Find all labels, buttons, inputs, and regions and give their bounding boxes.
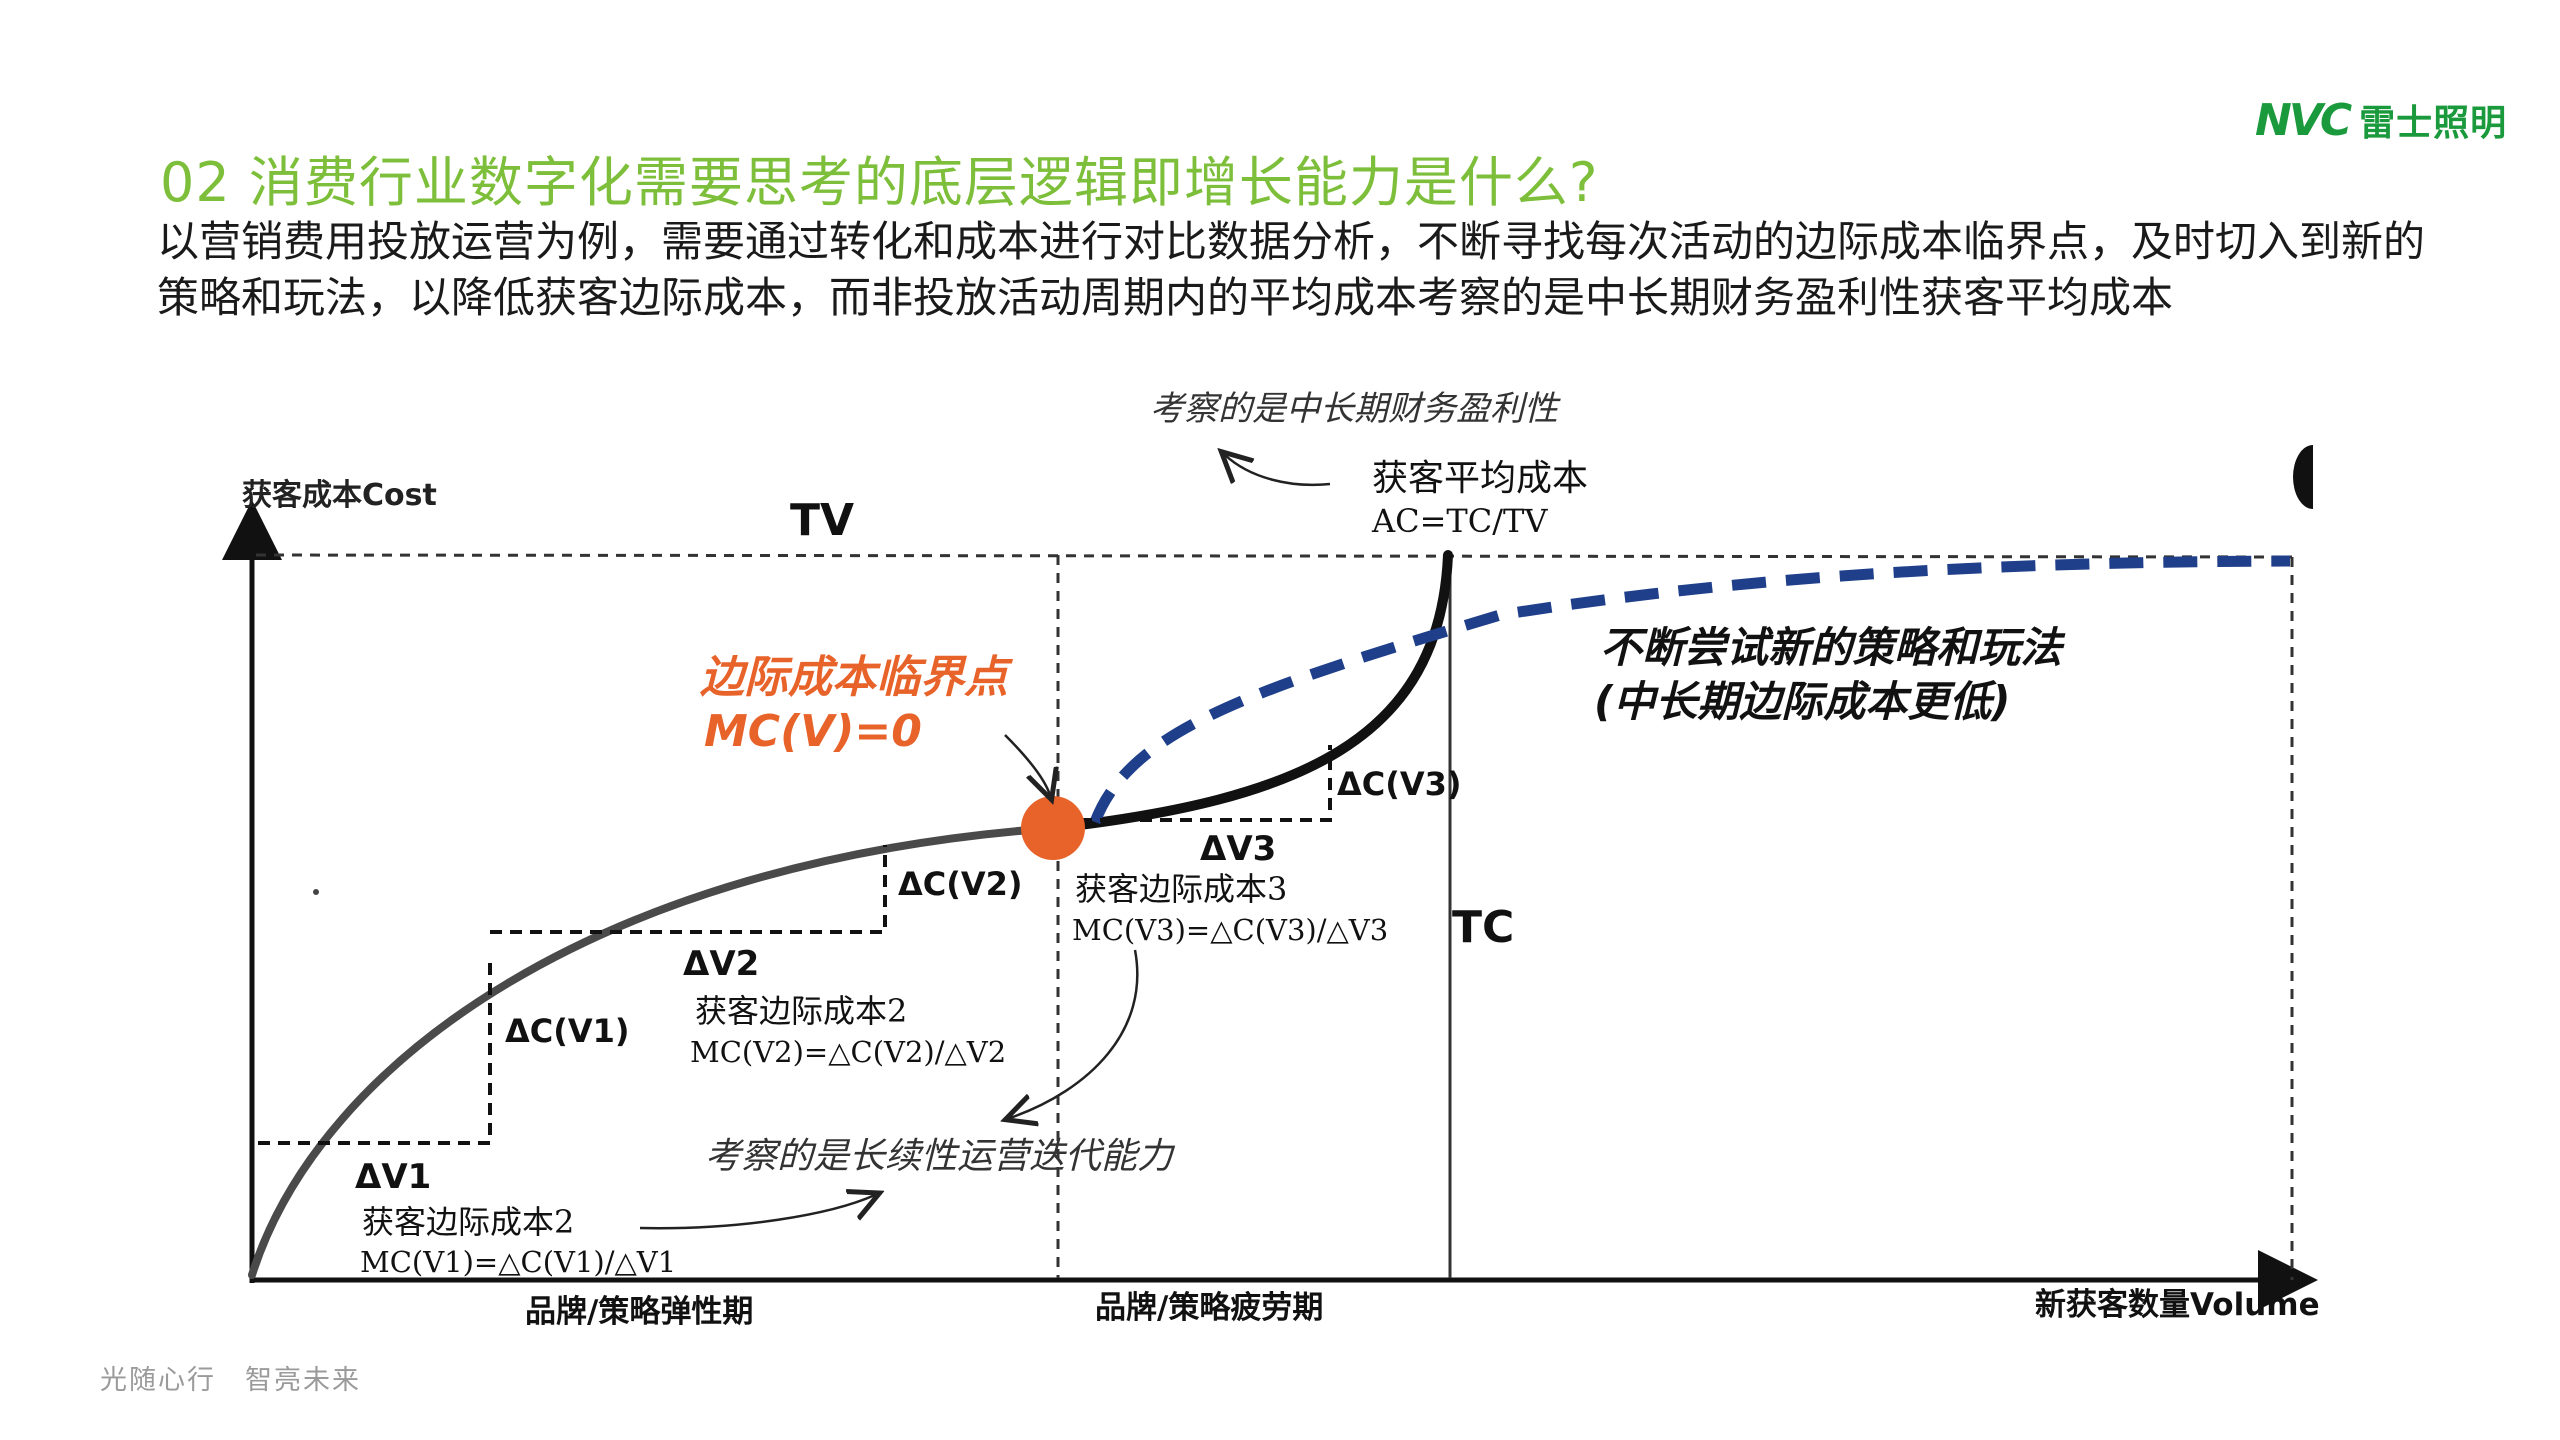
critical-point-arrow — [1004, 734, 1050, 795]
step-dv3 — [1060, 745, 1332, 822]
page-subtitle: 以营销费用投放运营为例，需要通过转化和成本进行对比数据分析，不断寻找每次活动的边… — [157, 217, 2426, 322]
mc1-formula: MC(V1)=△C(V1)/△V1 — [360, 1245, 676, 1279]
y-axis-label: 获客成本Cost — [242, 478, 437, 513]
top-note: 考察的是中长期财务盈利性 — [1150, 389, 1561, 429]
dc-v2-label: ΔC(V2) — [898, 865, 1023, 903]
edge-disc — [2293, 445, 2313, 509]
dc-v1-label: ΔC(V1) — [505, 1012, 630, 1050]
cost-curve-rising — [1050, 550, 1453, 833]
step-dv1 — [258, 958, 492, 1145]
phase1-label: 品牌/策略弹性期 — [525, 1294, 753, 1330]
mc2-title: 获客边际成本2 — [695, 992, 907, 1030]
tv-line — [255, 553, 2293, 559]
mc3-arrow — [1010, 949, 1139, 1118]
critical-point-marker — [1021, 796, 1085, 860]
critical-point-formula: MC(V)=0 — [704, 706, 922, 757]
logo-mark: NVC — [2255, 94, 2352, 146]
dc-v3-label: ΔC(V3) — [1337, 765, 1462, 803]
footer-slogan: 光随心行 智亮未来 — [100, 1365, 361, 1396]
top-note-arrow — [1225, 455, 1331, 487]
mc3-title: 获客边际成本3 — [1075, 870, 1287, 908]
bottom-note-arrow — [639, 1195, 875, 1230]
cost-curve — [248, 824, 1059, 1279]
tc-label: TC — [1452, 902, 1514, 953]
dv2-label: ΔV2 — [683, 944, 759, 984]
new-strategy-curve — [1089, 555, 2291, 824]
avg-cost-title: 获客平均成本 — [1372, 458, 1588, 499]
strategy-line1: 不断尝试新的策略和玩法 — [1600, 623, 2066, 672]
step-dv2 — [490, 845, 887, 934]
tv-label: TV — [790, 495, 854, 546]
mc1-title: 获客边际成本2 — [362, 1203, 574, 1241]
page-title: 02 消费行业数字化需要思考的底层逻辑即增长能力是什么? — [160, 151, 1599, 214]
x-axis-label: 新获客数量Volume — [2035, 1287, 2320, 1323]
critical-point-title: 边际成本临界点 — [700, 652, 1014, 703]
mc2-formula: MC(V2)=△C(V2)/△V2 — [690, 1035, 1006, 1069]
phase2-label: 品牌/策略疲劳期 — [1095, 1290, 1323, 1326]
strategy-line2: (中长期边际成本更低) — [1594, 677, 2010, 726]
brand-logo: NVC 雷士照明 — [2255, 95, 2507, 146]
bottom-note: 考察的是长续性运营迭代能力 — [705, 1136, 1176, 1177]
dv3-label: ΔV3 — [1200, 829, 1276, 869]
stray-dot — [313, 889, 319, 895]
dv1-label: ΔV1 — [355, 1157, 431, 1197]
mc3-formula: MC(V3)=△C(V3)/△V3 — [1072, 913, 1388, 947]
avg-cost-formula: AC=TC/TV — [1371, 502, 1548, 540]
logo-name: 雷士照明 — [2359, 103, 2508, 144]
